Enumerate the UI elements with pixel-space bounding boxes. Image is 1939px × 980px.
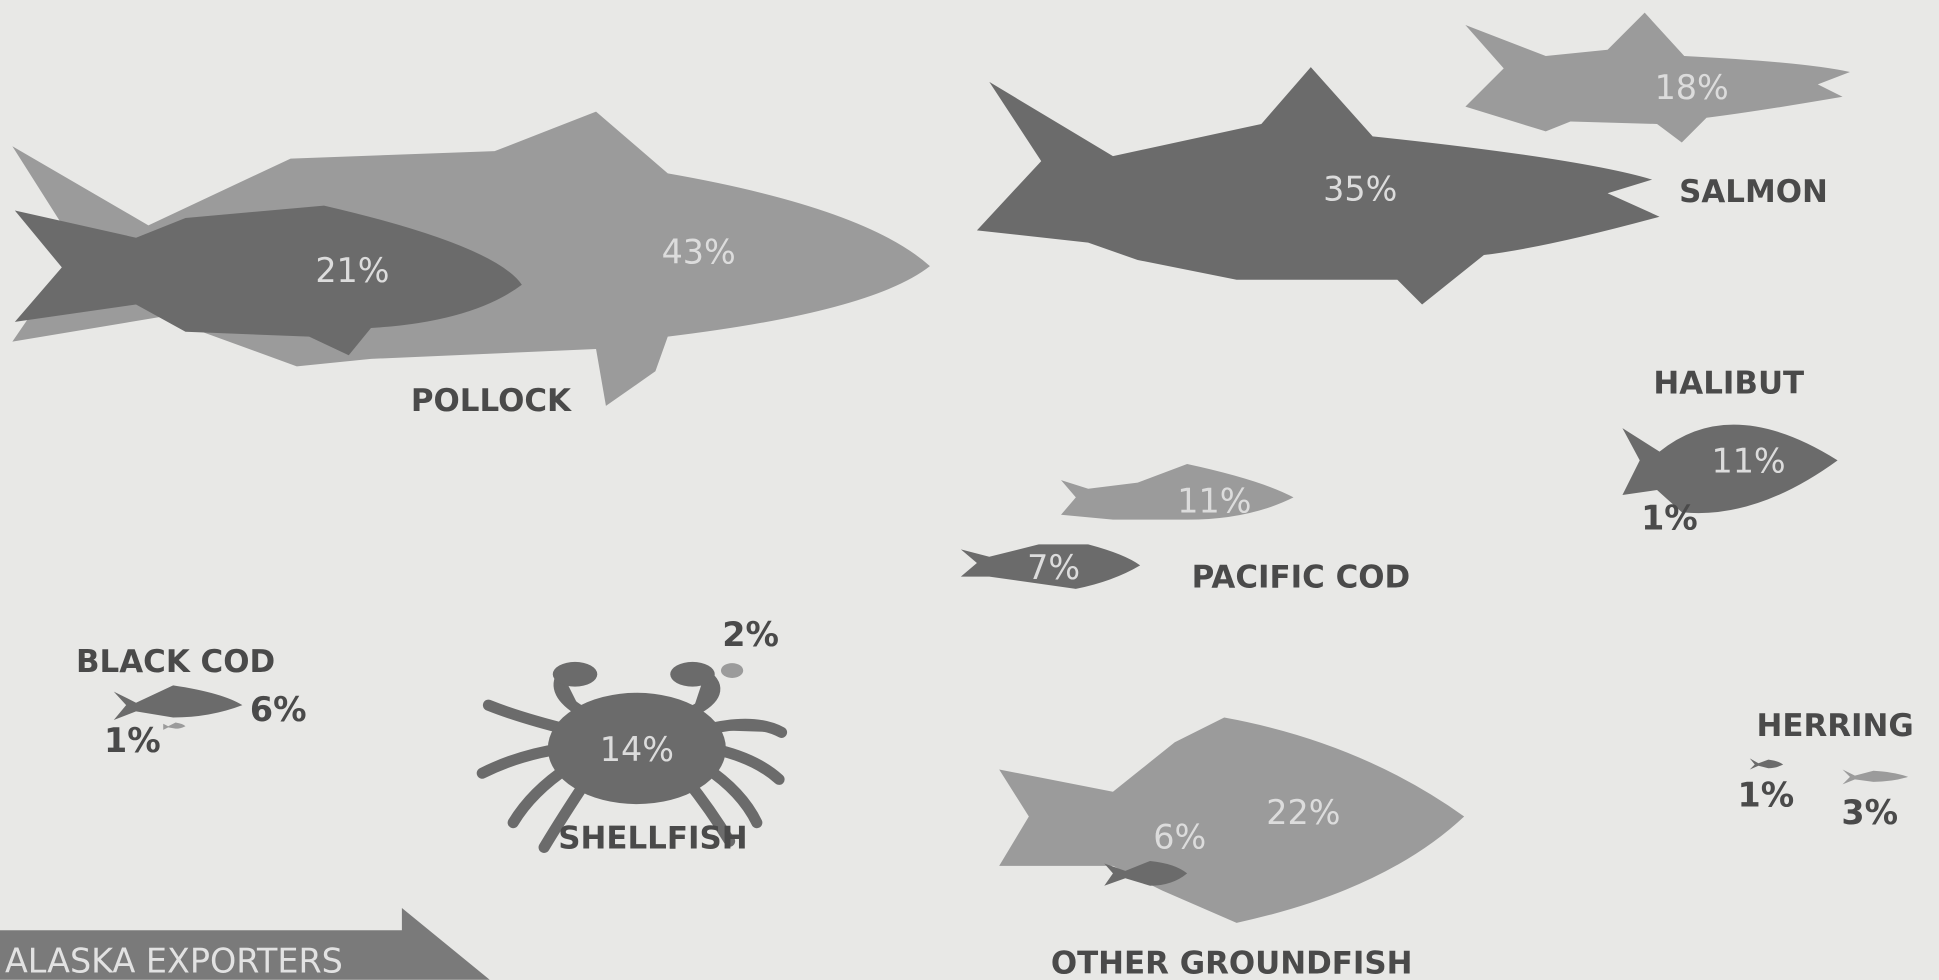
crab-shape [720, 663, 744, 678]
percent-label: 35% [1323, 170, 1397, 209]
percent-label: 6% [1153, 818, 1206, 857]
group-label: HALIBUT [1653, 366, 1804, 402]
percent-label: 1% [1738, 776, 1795, 815]
fish-shape [1622, 424, 1838, 514]
percent-label: 18% [1655, 68, 1729, 107]
banner-arrow [0, 907, 490, 980]
fish-shape [1465, 12, 1850, 143]
percent-label: 22% [1266, 793, 1340, 832]
fish-shape [999, 717, 1465, 923]
group-label: HERRING [1756, 708, 1913, 744]
fish-shape [1749, 758, 1784, 770]
group-label: PACIFIC COD [1192, 560, 1411, 596]
fish-shape [1061, 464, 1294, 520]
fish-shape [113, 685, 243, 721]
crab-shape [552, 661, 598, 687]
crab-shape [547, 692, 726, 805]
percent-label: 7% [1027, 548, 1080, 587]
crab-shape [670, 661, 715, 687]
fish-shape [1842, 769, 1909, 785]
group-label: SALMON [1679, 174, 1828, 210]
percent-label: 1% [1641, 499, 1698, 538]
group-label: SHELLFISH [558, 821, 747, 857]
percent-label: 11% [1711, 442, 1785, 481]
percent-label: 11% [1177, 481, 1251, 520]
percent-label: 1% [104, 721, 161, 760]
fish-shape [976, 67, 1660, 305]
group-label: BLACK COD [76, 644, 275, 680]
percent-label: 6% [250, 690, 307, 729]
fish-shape [960, 544, 1141, 589]
banner-text: ALASKA EXPORTERS [5, 941, 343, 980]
percent-label: 14% [600, 730, 674, 769]
percent-label: 43% [662, 233, 736, 272]
percent-label: 2% [722, 615, 779, 654]
group-label: POLLOCK [411, 383, 572, 419]
percent-label: 21% [315, 251, 389, 290]
percent-label: 3% [1841, 793, 1898, 832]
fish-shape [1104, 860, 1188, 886]
fish-shape [163, 722, 186, 730]
fish-shape [14, 205, 522, 356]
group-label: OTHER GROUNDFISH [1051, 946, 1413, 980]
